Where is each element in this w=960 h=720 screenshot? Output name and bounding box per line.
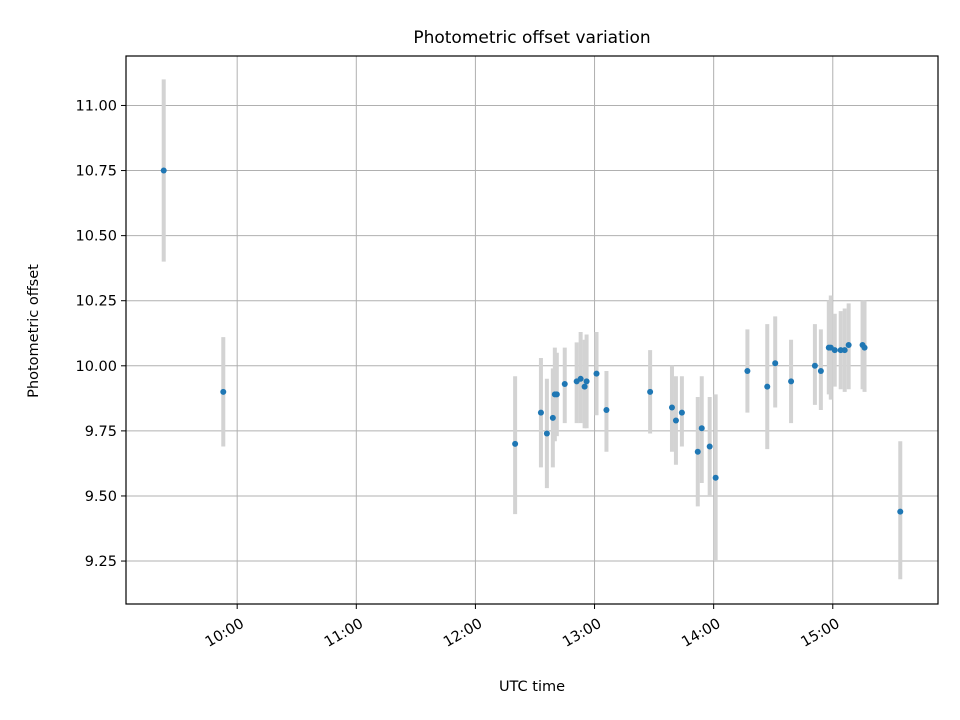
y-tick-label: 10.25	[75, 294, 117, 310]
data-point	[788, 378, 795, 385]
data-point	[577, 375, 584, 382]
y-tick-label: 9.75	[85, 424, 117, 440]
y-tick-label: 9.25	[85, 554, 117, 570]
data-point	[543, 430, 550, 437]
data-point	[764, 383, 771, 390]
plot-area-frame	[125, 55, 939, 605]
data-point	[593, 370, 600, 377]
data-point	[537, 409, 544, 416]
data-point	[694, 448, 701, 455]
y-tick-label: 9.50	[85, 489, 117, 505]
data-point	[845, 341, 852, 348]
y-tick-label: 10.75	[75, 164, 117, 180]
data-point	[549, 414, 556, 421]
data-point	[603, 407, 610, 414]
data-point	[581, 383, 588, 390]
data-point	[772, 360, 779, 367]
y-tick-label: 10.50	[75, 229, 117, 245]
data-point	[712, 474, 719, 481]
data-point	[672, 417, 679, 424]
data-point	[706, 443, 713, 450]
y-axis-label: Photometric offset	[26, 264, 42, 398]
data-point	[744, 368, 751, 375]
data-point	[831, 347, 838, 354]
data-point	[841, 347, 848, 354]
y-tick-label: 10.00	[75, 359, 117, 375]
data-point	[160, 167, 167, 174]
data-point	[698, 425, 705, 432]
data-point	[220, 388, 227, 395]
data-point	[817, 368, 824, 375]
y-tick-label: 11.00	[75, 98, 117, 114]
data-point	[583, 378, 590, 385]
data-point	[561, 381, 568, 388]
data-point	[861, 344, 868, 351]
y-axis-ticks: 9.25 9.50 9.75 10.00 10.25 10.50 10.75 11.00	[75, 98, 126, 570]
grid-lines	[126, 56, 938, 604]
data-point	[553, 391, 560, 398]
data-points	[160, 167, 904, 515]
data-point	[512, 440, 519, 447]
data-point	[668, 404, 675, 411]
data-point	[897, 508, 904, 515]
data-point	[647, 388, 654, 395]
chart-title: Photometric offset variation	[413, 28, 650, 48]
data-point	[678, 409, 685, 416]
x-axis-label: UTC time	[499, 679, 565, 695]
data-point	[811, 362, 818, 369]
